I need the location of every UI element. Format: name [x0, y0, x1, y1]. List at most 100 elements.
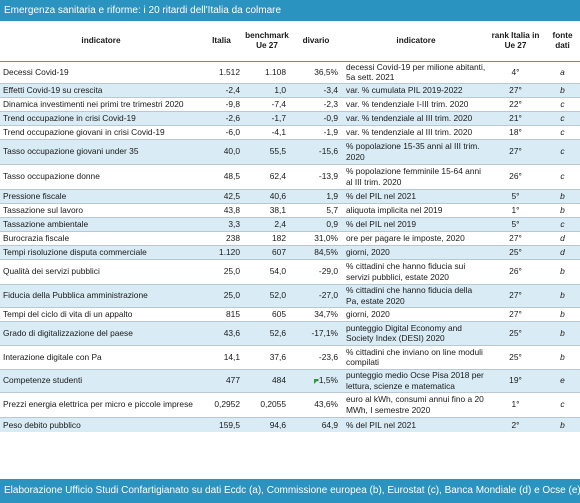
row-fonte: d	[560, 246, 565, 257]
row-italia: 43,8	[223, 204, 240, 215]
table-row: Fiducia della Pubblica amministrazione 25…	[0, 284, 580, 307]
row-fonte: b	[560, 290, 565, 301]
row-indicatore: Prezzi energia elettrica per micro e pic…	[3, 399, 193, 410]
row-benchmark: 62,4	[269, 171, 286, 182]
header-indicatore-desc: indicatore	[396, 35, 436, 45]
row-rank: 25°	[509, 327, 522, 338]
row-indicatore-desc: aliquota implicita nel 2019	[346, 204, 443, 215]
row-benchmark: 37,6	[269, 351, 286, 362]
row-indicatore: Competenze studenti	[3, 375, 83, 386]
row-divario: 64,9	[321, 419, 338, 430]
row-indicatore-desc: euro al kWh, consumi annui fino a 20 MWh…	[346, 394, 484, 415]
row-indicatore: Tassazione sul lavoro	[3, 204, 84, 215]
header-italia: Italia	[212, 35, 231, 45]
row-fonte: b	[560, 190, 565, 201]
row-divario: -1,5%	[316, 375, 338, 386]
row-benchmark: 52,0	[269, 290, 286, 301]
row-rank: 21°	[509, 112, 522, 123]
row-benchmark: 38,1	[269, 204, 286, 215]
row-italia: 477	[226, 375, 240, 386]
row-benchmark: 484	[272, 375, 286, 386]
row-italia: 42,5	[223, 190, 240, 201]
row-benchmark: 2,4	[274, 218, 286, 229]
row-indicatore-desc: punteggio medio Ocse Pisa 2018 per lettu…	[346, 370, 484, 391]
table-row: Burocrazia fiscale 238 182 31,0% ore per pag…	[0, 231, 580, 245]
row-indicatore-desc: % popolazione femminile 15-64 anni al II…	[346, 166, 482, 187]
row-indicatore: Tassazione ambientale	[3, 218, 89, 229]
row-divario: -13,9	[318, 171, 338, 182]
row-fonte: b	[560, 327, 565, 338]
table-row: Decessi Covid-19 1.512 1.108 36,5% decessi C…	[0, 61, 580, 83]
row-fonte: b	[560, 84, 565, 95]
row-divario: 36,5%	[314, 66, 338, 77]
row-fonte: c	[560, 98, 565, 109]
row-rank: 2°	[511, 419, 520, 430]
row-indicatore-desc: ore per pagare le imposte, 2020	[346, 232, 465, 243]
row-fonte: c	[560, 126, 565, 137]
row-italia: 1.512	[219, 66, 240, 77]
row-fonte: d	[560, 232, 565, 243]
row-indicatore: Trend occupazione giovani in crisi Covid…	[3, 126, 165, 137]
row-indicatore-desc: punteggio Digital Economy and Society In…	[346, 322, 462, 344]
table-row: Tassazione ambientale 3,3 2,4 0,9 % del PIL …	[0, 217, 580, 231]
row-italia: 25,0	[223, 290, 240, 301]
source-note: Elaborazione Ufficio Studi Confartigiana…	[0, 479, 580, 503]
table-row: Peso debito pubblico 159,5 94,6 64,9 % del P…	[0, 417, 580, 432]
header-fonte: fonte dati	[552, 30, 573, 50]
row-italia: -2,6	[225, 112, 240, 123]
row-italia: -9,8	[225, 98, 240, 109]
row-divario: -3,4	[323, 84, 338, 95]
row-indicatore-desc: giorni, 2020	[346, 246, 390, 257]
row-italia: 43,6	[223, 327, 240, 338]
row-indicatore: Tasso occupazione giovani under 35	[3, 146, 139, 157]
table-row: Prezzi energia elettrica per micro e pic…	[0, 392, 580, 417]
table-row: Effetti Covid-19 su crescita -2,4 1,0 -3,4 v…	[0, 83, 580, 97]
row-divario: 43,6%	[314, 399, 338, 410]
row-benchmark: 0,2055	[260, 399, 286, 410]
row-italia: 3,3	[228, 218, 240, 229]
row-rank: 1°	[511, 399, 520, 410]
row-rank: 27°	[509, 146, 522, 157]
row-indicatore: Effetti Covid-19 su crescita	[3, 84, 103, 95]
row-fonte: b	[560, 308, 565, 319]
row-italia: 40,0	[223, 146, 240, 157]
row-divario: -17,1%	[311, 327, 338, 338]
row-indicatore-desc: % cittadini che hanno fiducia sui serviz…	[346, 261, 466, 282]
table-row: Tasso occupazione donne 48,5 62,4 -13,9 % po…	[0, 164, 580, 189]
row-rank: 27°	[509, 290, 522, 301]
row-italia: 238	[226, 232, 240, 243]
row-benchmark: 40,6	[269, 190, 286, 201]
row-divario: 34,7%	[314, 308, 338, 319]
row-italia: 815	[226, 308, 240, 319]
row-indicatore: Grado di digitalizzazione del paese	[3, 327, 133, 338]
table-row: Interazione digitale con Pa 14,1 37,6 -23,6…	[0, 345, 580, 369]
table-row: Tasso occupazione giovani under 35 40,0 55…	[0, 139, 580, 164]
row-indicatore-desc: decessi Covid-19 per milione abitanti, 5…	[346, 61, 486, 83]
row-indicatore: Decessi Covid-19	[3, 66, 69, 77]
row-indicatore: Tempi risoluzione disputa commerciale	[3, 246, 147, 257]
row-italia: 0,2952	[214, 399, 240, 410]
row-benchmark: 1.108	[265, 66, 286, 77]
row-indicatore: Dinamica investimenti nei primi tre trim…	[3, 98, 184, 109]
row-rank: 4°	[511, 66, 520, 77]
row-rank: 27°	[509, 232, 522, 243]
row-fonte: b	[560, 419, 565, 430]
row-divario: 5,7	[326, 204, 338, 215]
row-indicatore-desc: giorni, 2020	[346, 308, 390, 319]
row-indicatore: Peso debito pubblico	[3, 419, 81, 430]
table-row: Dinamica investimenti nei primi tre trim…	[0, 97, 580, 111]
row-divario: -1,9	[323, 126, 338, 137]
row-fonte: a	[560, 66, 565, 77]
row-benchmark: 607	[272, 246, 286, 257]
table-row: Qualità dei servizi pubblici 25,0 54,0 -29,…	[0, 259, 580, 284]
row-indicatore: Qualità dei servizi pubblici	[3, 266, 100, 277]
header-divario: divario	[302, 35, 330, 45]
row-fonte: c	[560, 171, 565, 182]
row-indicatore: Burocrazia fiscale	[3, 232, 70, 243]
data-table: indicatore Italia benchmark Ue 27 divari…	[0, 21, 580, 432]
row-benchmark: -4,1	[271, 126, 286, 137]
row-rank: 5°	[511, 190, 520, 201]
row-italia: -6,0	[225, 126, 240, 137]
row-indicatore: Tempi del ciclo di vita di un appalto	[3, 308, 133, 319]
